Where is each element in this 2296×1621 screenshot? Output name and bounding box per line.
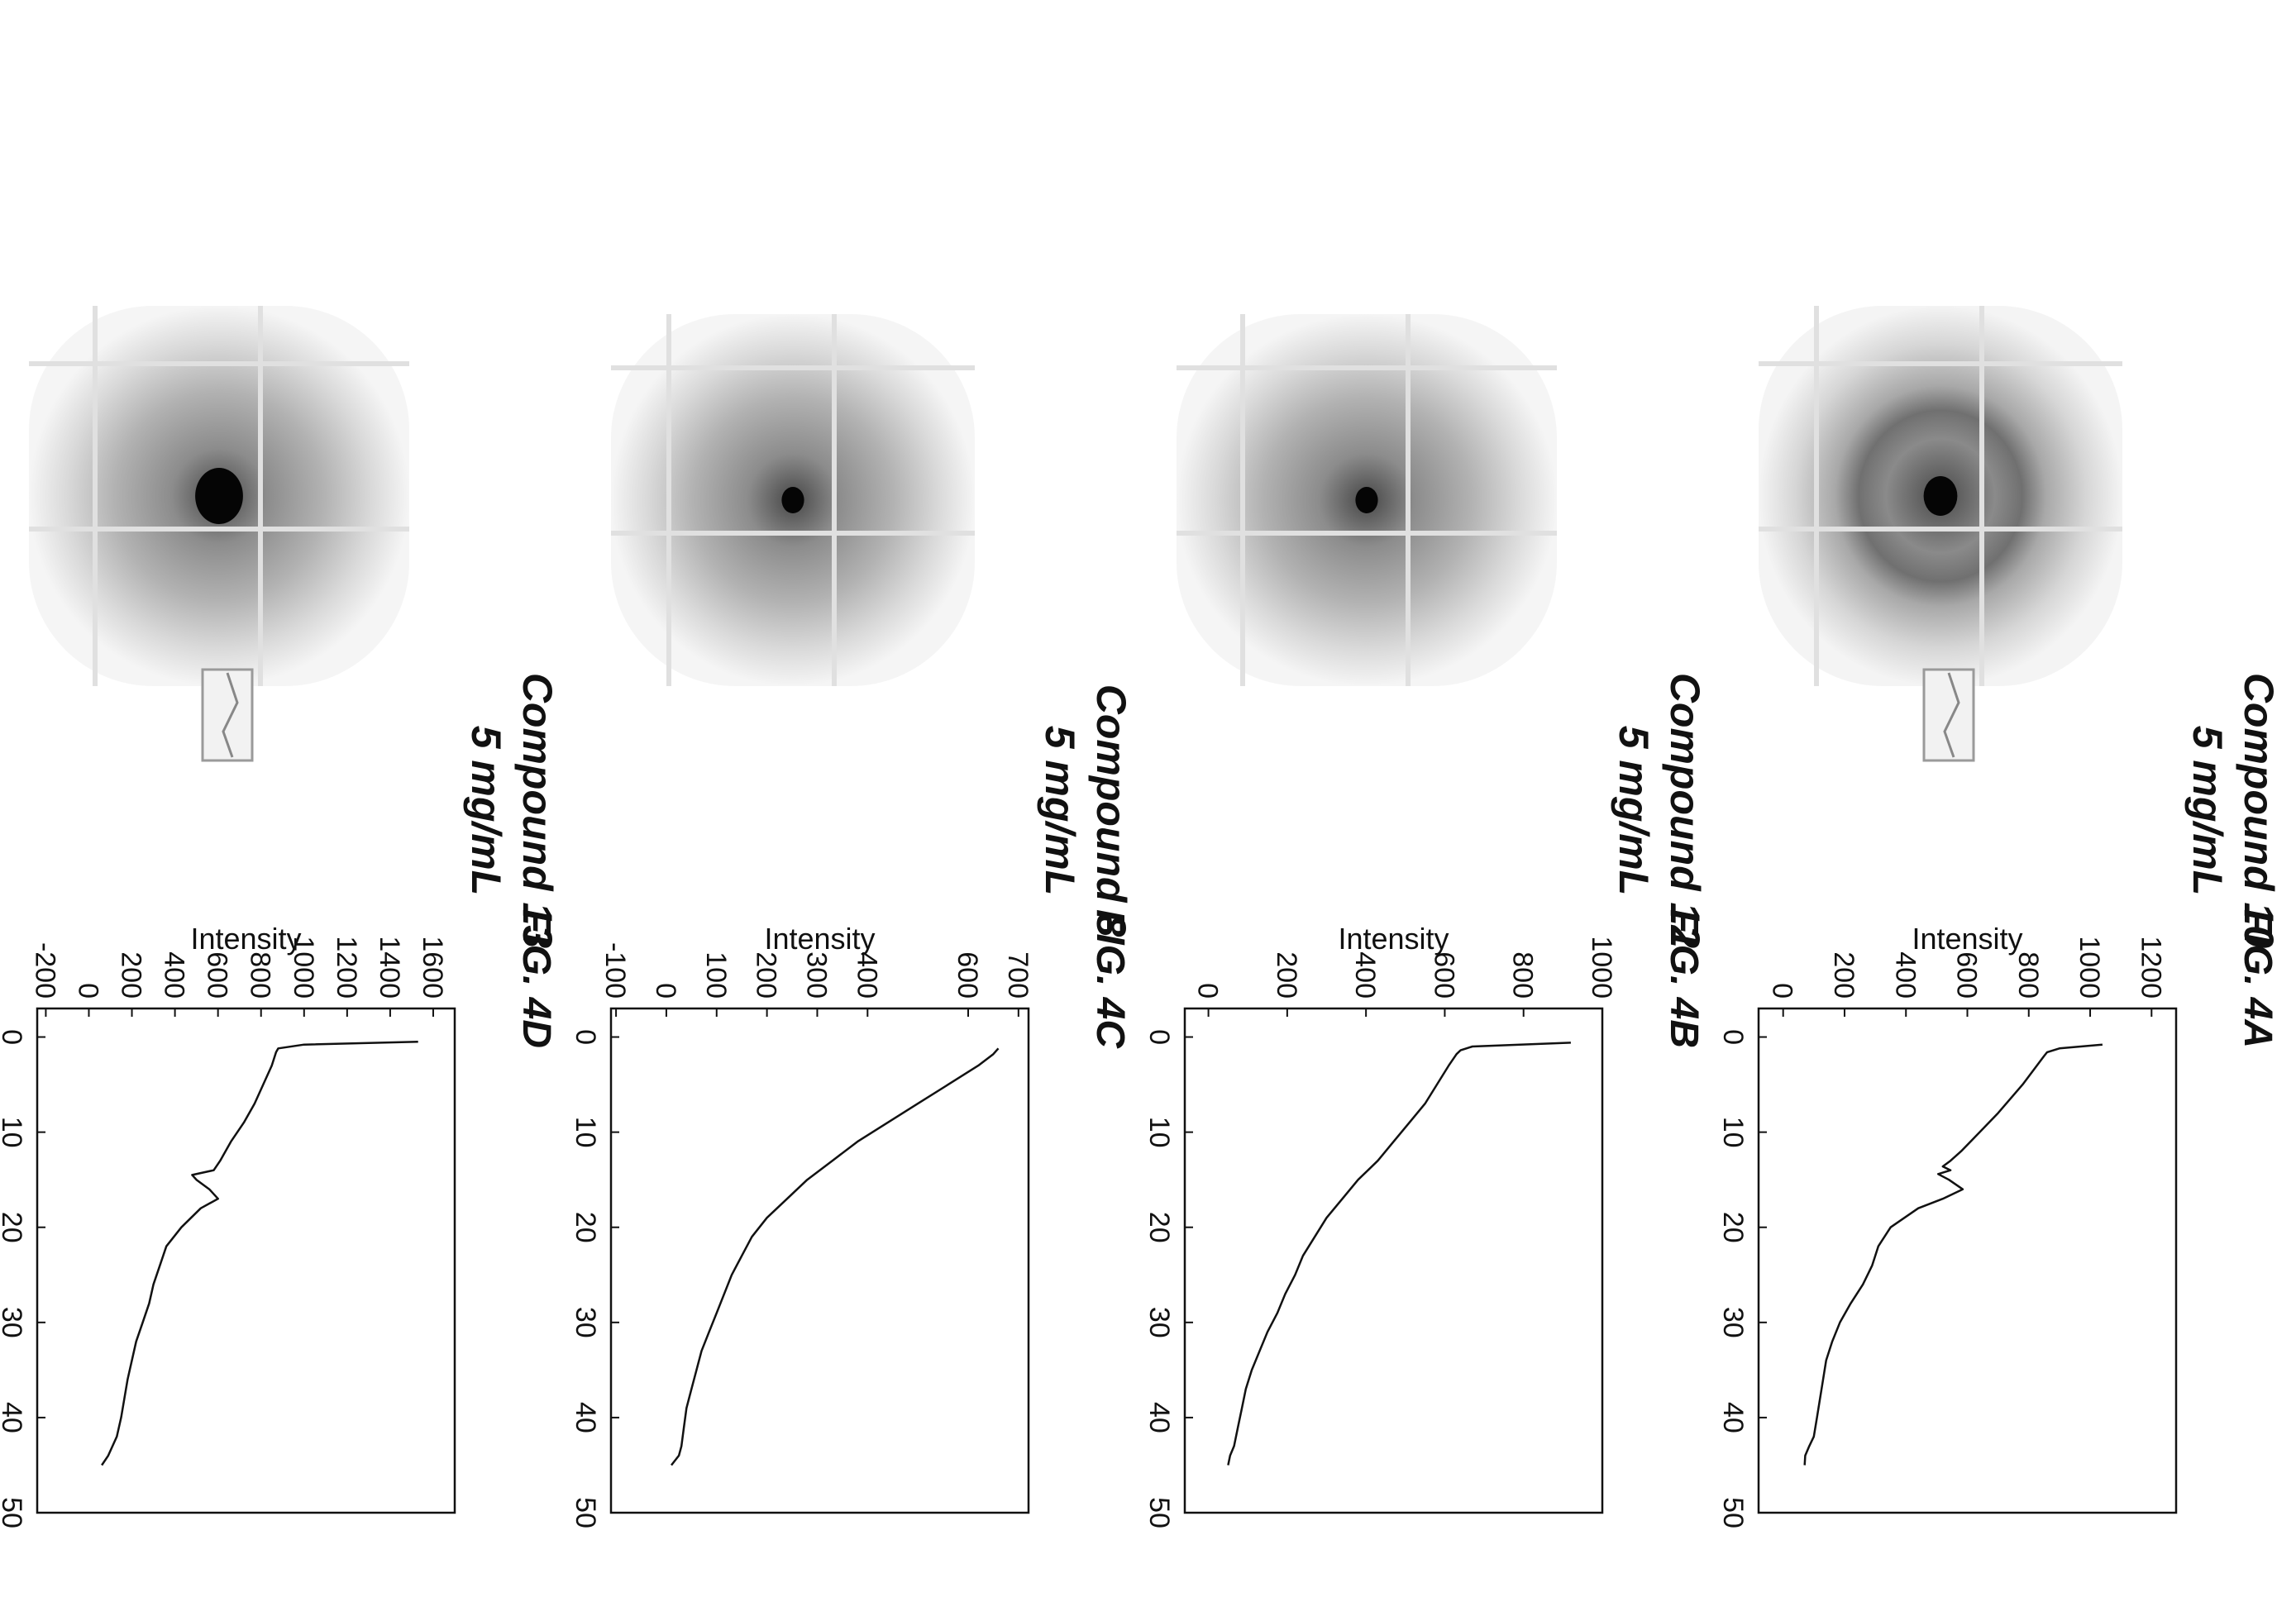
beam-stop-shadow	[1922, 668, 1975, 762]
xrd-chart: FIG. 4A 0 200 400 600 800 1000 1200 0 10 20 30 40 50 I…	[1722, 909, 2279, 1528]
plot-frame	[36, 1007, 456, 1514]
y-tick-label: 600	[952, 951, 983, 999]
xrd-chart: FIG. 4B 0 200 400 600 800 1000 0 10 20 30 40 50 Inten…	[1148, 909, 1706, 1528]
panel-fig-4d: Compound 13 5 mg/mL FIG. 4D -200 0 200 400 600 8…	[1, 0, 575, 1621]
figure-label: FIG. 4B	[1662, 909, 1706, 1048]
y-tick-label: 400	[159, 951, 190, 999]
figure-label: FIG. 4A	[2236, 909, 2279, 1048]
diffraction-pattern-image	[1177, 314, 1557, 686]
y-tick-label: 1000	[1586, 936, 1617, 999]
x-tick-label: 0	[1722, 1029, 1749, 1045]
x-tick-label: 40	[1148, 1402, 1175, 1433]
plot-frame	[1757, 1007, 2178, 1514]
y-tick-label: 200	[751, 951, 782, 999]
intensity-curve	[671, 1047, 1000, 1466]
y-tick-label: 100	[700, 951, 732, 999]
y-tick-label: 800	[2012, 951, 2044, 999]
xrd-chart: FIG. 4C -100 0 100 200 300 400 600 700 0 10 20 30 40 5…	[575, 909, 1132, 1528]
beam-center-spot	[1923, 476, 1958, 516]
intensity-curve	[1803, 1043, 2103, 1466]
x-tick-label: 30	[1, 1307, 27, 1338]
x-tick-label: 10	[575, 1117, 601, 1148]
y-tick-label: 600	[1951, 951, 1983, 999]
y-tick-label: 400	[1349, 951, 1381, 999]
x-tick-label: 20	[575, 1212, 601, 1243]
x-tick-label: 40	[1, 1402, 27, 1433]
x-tick-label: 30	[1148, 1307, 1175, 1338]
x-tick-label: 10	[1148, 1117, 1175, 1148]
x-tick-label: 0	[1148, 1029, 1175, 1045]
intensity-curve	[101, 1041, 418, 1466]
y-tick-label: 600	[202, 951, 233, 999]
y-tick-label: 1400	[374, 936, 405, 999]
x-tick-label: 50	[1722, 1497, 1749, 1528]
x-tick-label: 0	[575, 1029, 601, 1045]
x-tick-label: 50	[1148, 1497, 1175, 1528]
y-tick-label: 0	[1767, 983, 1798, 999]
diffraction-pattern-image	[29, 306, 409, 762]
x-tick-label: 40	[575, 1402, 601, 1433]
x-tick-label: 50	[1, 1497, 27, 1528]
y-tick-label: 800	[245, 951, 276, 999]
plot-frame	[609, 1007, 1030, 1514]
y-tick-label: 400	[1889, 951, 1921, 999]
y-tick-label: 0	[650, 983, 681, 999]
y-axis-title: Intensity	[764, 922, 875, 956]
y-tick-label: 1000	[288, 936, 319, 999]
xrd-chart: FIG. 4D-200 0 200 400 600 800 1000 1200 1400 1600…	[1, 909, 558, 1528]
y-axis-title: Intensity	[1912, 922, 2022, 956]
y-tick-label: -100	[599, 942, 631, 999]
beam-center-spot	[781, 487, 804, 513]
x-tick-label: 40	[1722, 1402, 1749, 1433]
y-tick-label: 800	[1507, 951, 1539, 999]
x-tick-label: 20	[1148, 1212, 1175, 1243]
x-tick-label: 10	[1722, 1117, 1749, 1148]
x-tick-label: 20	[1722, 1212, 1749, 1243]
x-tick-label: 30	[575, 1307, 601, 1338]
y-tick-label: 300	[800, 951, 832, 999]
y-tick-label: 200	[1271, 951, 1302, 999]
x-tick-label: 50	[575, 1497, 601, 1528]
panel-fig-4a: Compound 10 5 mg/mL FIG. 4A 0 200 400 600 800 10…	[1722, 0, 2296, 1621]
figure-label: FIG. 4C	[1088, 909, 1132, 1049]
y-tick-label: 600	[1428, 951, 1459, 999]
beam-stop-shadow	[201, 668, 254, 762]
diffraction-pattern-image	[1759, 306, 2122, 762]
beam-center-spot	[195, 468, 243, 524]
intensity-curve	[1227, 1042, 1571, 1466]
x-tick-label: 30	[1722, 1307, 1749, 1338]
y-tick-label: 200	[116, 951, 147, 999]
y-tick-label: 1200	[2135, 936, 2166, 999]
y-tick-label: 700	[1002, 951, 1033, 999]
y-tick-label: -200	[29, 942, 60, 999]
figure-label: FIG. 4D	[514, 909, 558, 1048]
beam-center-spot	[1355, 487, 1378, 513]
x-tick-label: 0	[1, 1029, 27, 1045]
x-tick-label: 20	[1, 1212, 27, 1243]
y-tick-label: 200	[1828, 951, 1859, 999]
y-tick-label: 0	[1192, 983, 1224, 999]
y-tick-label: 400	[851, 951, 882, 999]
y-axis-title: Intensity	[1338, 922, 1449, 956]
y-tick-label: 1000	[2074, 936, 2105, 999]
y-tick-label: 1200	[331, 936, 362, 999]
y-tick-label: 0	[72, 983, 103, 999]
x-tick-label: 10	[1, 1117, 27, 1148]
y-axis-title: Intensity	[190, 922, 301, 956]
panel-fig-4b: Compound 12 5 mg/mL FIG. 4B 0 200 400 600 800 10…	[1148, 0, 1722, 1621]
diffraction-pattern-image	[611, 314, 975, 686]
y-tick-label: 1600	[417, 936, 448, 999]
plot-frame	[1183, 1007, 1604, 1514]
